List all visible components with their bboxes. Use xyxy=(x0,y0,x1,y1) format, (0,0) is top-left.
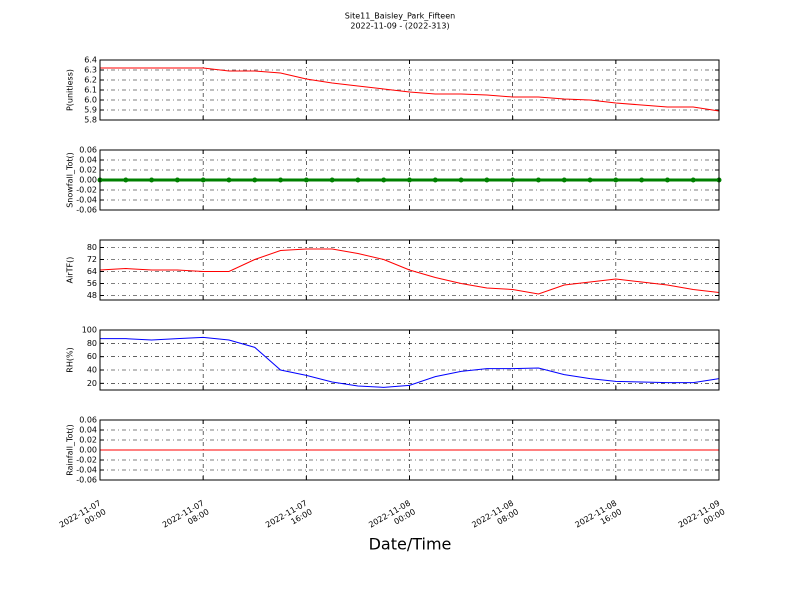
data-point xyxy=(484,177,490,183)
y-tick-label: 60 xyxy=(87,352,97,361)
plot-frame xyxy=(99,239,720,301)
y-tick-label: -0.02 xyxy=(76,186,97,195)
data-point xyxy=(535,177,541,183)
y-tick-label: -0.04 xyxy=(76,466,97,475)
y-tick-label: -0.06 xyxy=(76,206,97,215)
data-point xyxy=(561,177,567,183)
data-point xyxy=(664,177,670,183)
data-point xyxy=(123,177,129,183)
data-point xyxy=(613,177,619,183)
y-tick-label: -0.04 xyxy=(76,196,97,205)
y-tick-label: 0.02 xyxy=(79,166,97,175)
y-tick-label: 6.1 xyxy=(84,86,97,95)
data-point xyxy=(381,177,387,183)
y-tick-label: 80 xyxy=(87,339,97,348)
data-point xyxy=(252,177,258,183)
data-point xyxy=(278,177,284,183)
data-point xyxy=(458,177,464,183)
data-point xyxy=(303,177,309,183)
y-tick-label: 48 xyxy=(87,291,97,300)
y-tick-label: 0.00 xyxy=(79,446,97,455)
data-point xyxy=(510,177,516,183)
plot-frame xyxy=(99,419,720,481)
y-tick-label: 0.02 xyxy=(79,436,97,445)
y-tick-label: -0.02 xyxy=(76,456,97,465)
y-axis-label: P(unitless) xyxy=(66,69,75,111)
data-line xyxy=(100,67,720,112)
data-point xyxy=(690,177,696,183)
y-tick-label: 80 xyxy=(87,243,97,252)
x-axis-label: Date/Time xyxy=(369,535,452,554)
data-point xyxy=(407,177,412,183)
data-point xyxy=(587,177,593,183)
y-tick-label: 56 xyxy=(87,279,97,288)
y-tick-label: 64 xyxy=(87,267,97,276)
y-tick-label: 20 xyxy=(87,379,97,388)
plot-frame xyxy=(99,149,720,211)
data-point xyxy=(639,177,645,183)
y-tick-label: 6.3 xyxy=(84,66,97,75)
data-point xyxy=(355,177,361,183)
plot-frame xyxy=(99,59,720,121)
y-axis-label: AirTF() xyxy=(66,257,75,284)
y-tick-label: 5.8 xyxy=(84,116,97,125)
y-tick-label: -0.06 xyxy=(76,476,97,485)
chart-title: Site11_Baisley_Park_Fifteen xyxy=(345,12,455,21)
data-point xyxy=(200,177,206,183)
data-line xyxy=(100,336,720,388)
y-tick-label: 0.04 xyxy=(79,426,97,435)
data-point xyxy=(226,177,232,183)
y-axis-label: Snowfall_Tot() xyxy=(66,152,75,208)
y-tick-label: 0.00 xyxy=(79,176,97,185)
y-tick-label: 72 xyxy=(87,255,97,264)
y-tick-label: 40 xyxy=(87,366,97,375)
chart-subtitle: 2022-11-09 - (2022-313) xyxy=(350,22,449,31)
data-line xyxy=(99,248,720,295)
data-point xyxy=(329,177,335,183)
y-axis-label: Rainfall_Tot() xyxy=(66,424,75,476)
y-tick-label: 0.04 xyxy=(79,156,97,165)
y-tick-label: 5.9 xyxy=(84,106,97,115)
y-tick-label: 6.4 xyxy=(84,56,97,65)
y-tick-label: 6.2 xyxy=(84,76,97,85)
data-point xyxy=(432,177,438,183)
y-tick-label: 0.06 xyxy=(79,146,97,155)
data-point xyxy=(149,177,155,183)
y-tick-label: 0.06 xyxy=(79,416,97,425)
y-tick-label: 6.0 xyxy=(84,96,97,105)
data-point xyxy=(174,177,180,183)
plot-frame xyxy=(99,329,720,391)
y-axis-label: RH(%) xyxy=(66,347,75,372)
y-tick-label: 100 xyxy=(82,326,97,335)
